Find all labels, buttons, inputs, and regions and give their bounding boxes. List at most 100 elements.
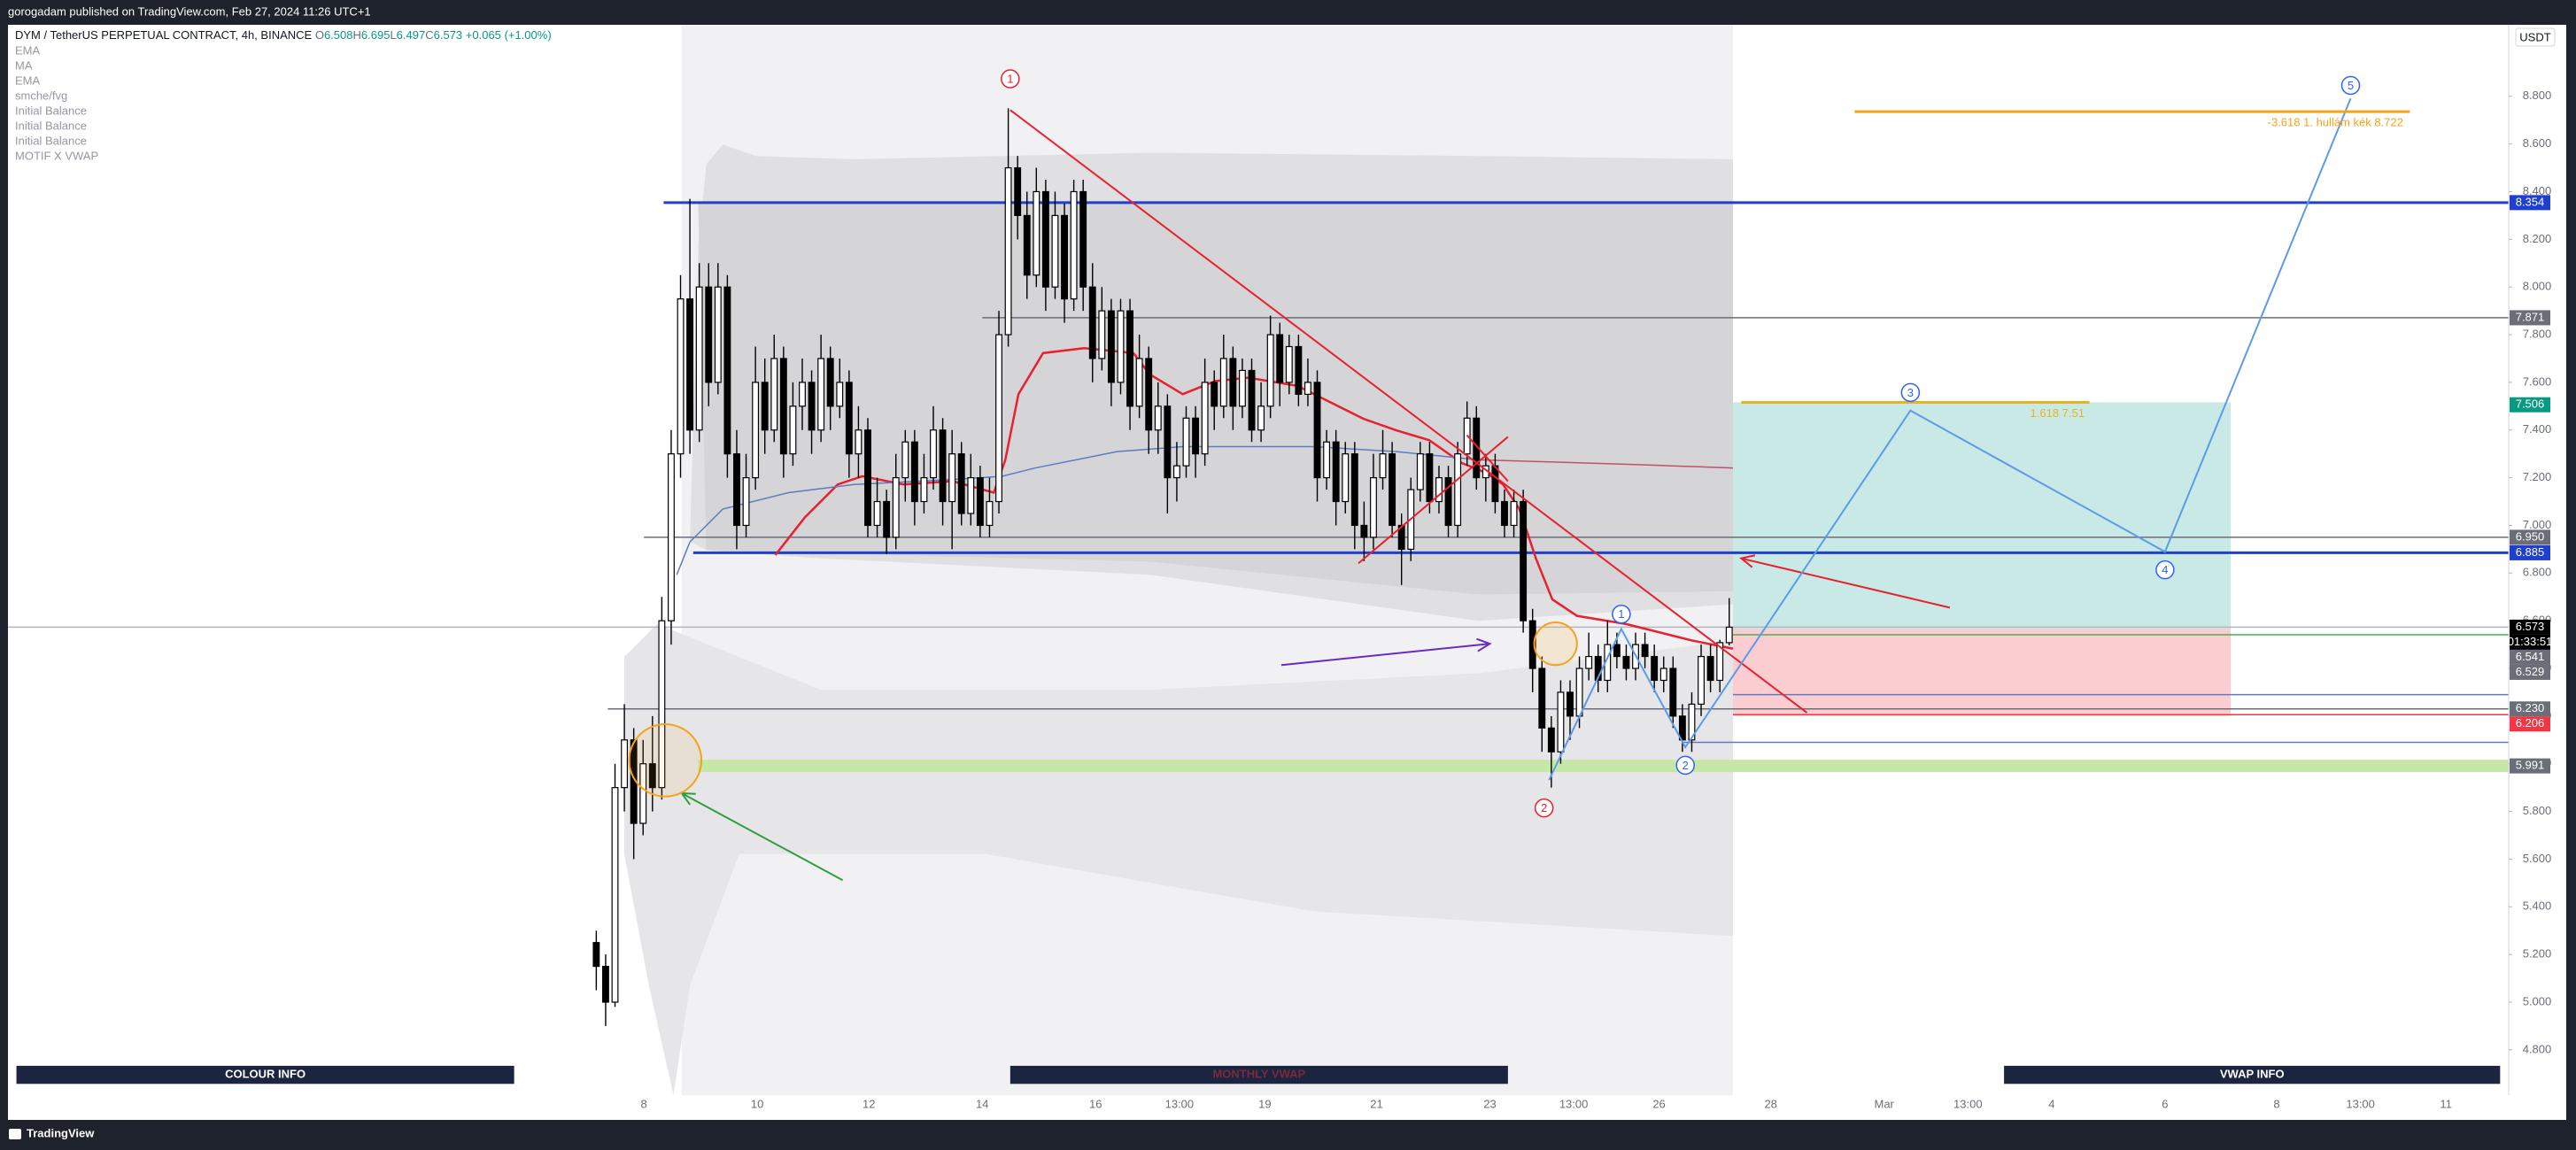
x-tick-label: 14 (976, 1097, 988, 1110)
candle-body (1350, 453, 1358, 527)
y-tick-label: 7.200 (2523, 470, 2552, 483)
x-tick-label: 11 (2440, 1097, 2452, 1110)
candle-body (1566, 691, 1574, 717)
footer-brand: TradingView (27, 1126, 95, 1139)
candle-body (1725, 626, 1733, 644)
candle-body (817, 358, 825, 431)
candle-body (1370, 477, 1377, 538)
candle-body (986, 500, 994, 527)
info-panel-label: VWAP INFO (2220, 1068, 2285, 1081)
candle-body (1557, 691, 1565, 753)
candle-body (639, 763, 647, 824)
price-label-box (2510, 529, 2550, 545)
candle-body (1313, 382, 1321, 479)
price-label-box (2510, 619, 2550, 635)
wave-circle (1534, 798, 1554, 818)
candle-body (611, 787, 619, 1003)
stop-zone (1733, 629, 2232, 716)
x-tick-label: 4 (2048, 1097, 2054, 1110)
price-label: 6.206 (2516, 716, 2545, 729)
candle-body (957, 453, 965, 514)
y-tick-label: 7.000 (2523, 518, 2552, 531)
candle-body (873, 500, 881, 527)
candle-body (1520, 500, 1528, 621)
wave-label: 2 (1683, 759, 1689, 772)
price-label: 8.354 (2516, 195, 2545, 208)
wave-circle (1001, 69, 1020, 89)
candle-body (1426, 453, 1434, 503)
x-tick-label: 28 (1764, 1097, 1776, 1110)
legend-value: 6.497 (397, 28, 426, 42)
candle-body (1219, 358, 1227, 407)
candle-body (836, 382, 844, 407)
candle-body (892, 477, 900, 538)
candle-body (1716, 642, 1724, 682)
legend-value: 6.508 (324, 28, 353, 42)
y-tick-label: 8.000 (2523, 280, 2552, 293)
trend-line (1010, 109, 1808, 714)
candle-body (1491, 465, 1499, 503)
candle-body (752, 382, 760, 479)
candle-body (1135, 358, 1143, 407)
price-label-box (2510, 634, 2550, 650)
price-label: 5.991 (2516, 759, 2545, 772)
candle-body (1389, 453, 1396, 527)
candle-body (1229, 358, 1237, 407)
candle-body (1201, 382, 1209, 455)
candle-body (883, 500, 891, 538)
candle-body (1379, 453, 1387, 479)
candle-body (621, 739, 629, 789)
candle-body (1304, 382, 1311, 395)
legend-value: 6.573 (434, 28, 463, 42)
profile-low (623, 623, 1734, 1096)
symbol-title: DYM / TetherUS PERPETUAL CONTRACT, 4h, B… (15, 28, 313, 42)
price-label-box (2510, 649, 2550, 665)
candle-body (1098, 310, 1106, 359)
candle-body (1145, 358, 1153, 431)
candle-body (686, 298, 694, 431)
zone-circle (1533, 621, 1578, 667)
wave-label: 1 (1007, 72, 1013, 85)
wave-label: 4 (2162, 563, 2168, 576)
candle-body (1033, 190, 1040, 276)
candle-body (1594, 655, 1602, 682)
legend-key: H (353, 28, 361, 42)
candle-body (1295, 345, 1303, 395)
y-tick-label: 5.400 (2523, 899, 2552, 913)
candle-body (1547, 727, 1555, 753)
y-tick-label: 5.800 (2523, 804, 2552, 817)
candle-body (1510, 500, 1518, 527)
x-tick-label: 16 (1089, 1097, 1102, 1110)
price-label-box (2510, 664, 2550, 680)
candle-body (1416, 453, 1424, 490)
indicator-name: EMA (15, 73, 41, 87)
legend-key: C (425, 28, 433, 42)
symbol-legend: DYM / TetherUS PERPETUAL CONTRACT, 4h, B… (15, 28, 552, 42)
candle-body (1023, 214, 1031, 276)
y-tick-label: 7.600 (2523, 374, 2552, 388)
wave-circle (1612, 605, 1631, 624)
info-panel (1010, 1065, 1508, 1084)
candle-body (930, 429, 937, 479)
indicator-name: Initial Balance (15, 104, 87, 117)
price-label: 6.885 (2516, 545, 2545, 559)
arrow-head (1739, 554, 1756, 568)
candle-body (1211, 382, 1218, 407)
currency: USDT (2519, 30, 2550, 43)
trend-line (1358, 436, 1509, 565)
wave-label: 2 (1541, 801, 1547, 814)
legend-change: +0.065 (466, 28, 501, 42)
candle-body (668, 453, 675, 621)
arrow (681, 792, 844, 882)
candle-body (1257, 405, 1265, 431)
indicator-name: smche/fvg (15, 89, 67, 102)
wave-circle (1675, 755, 1695, 776)
candle-body (1051, 214, 1059, 288)
trend-line (1466, 434, 1509, 482)
y-tick-label: 7.800 (2523, 327, 2552, 340)
wave-circle (1900, 382, 1921, 403)
candle-body (799, 382, 806, 407)
candle-body (1276, 334, 1284, 383)
candle-body (677, 298, 685, 455)
